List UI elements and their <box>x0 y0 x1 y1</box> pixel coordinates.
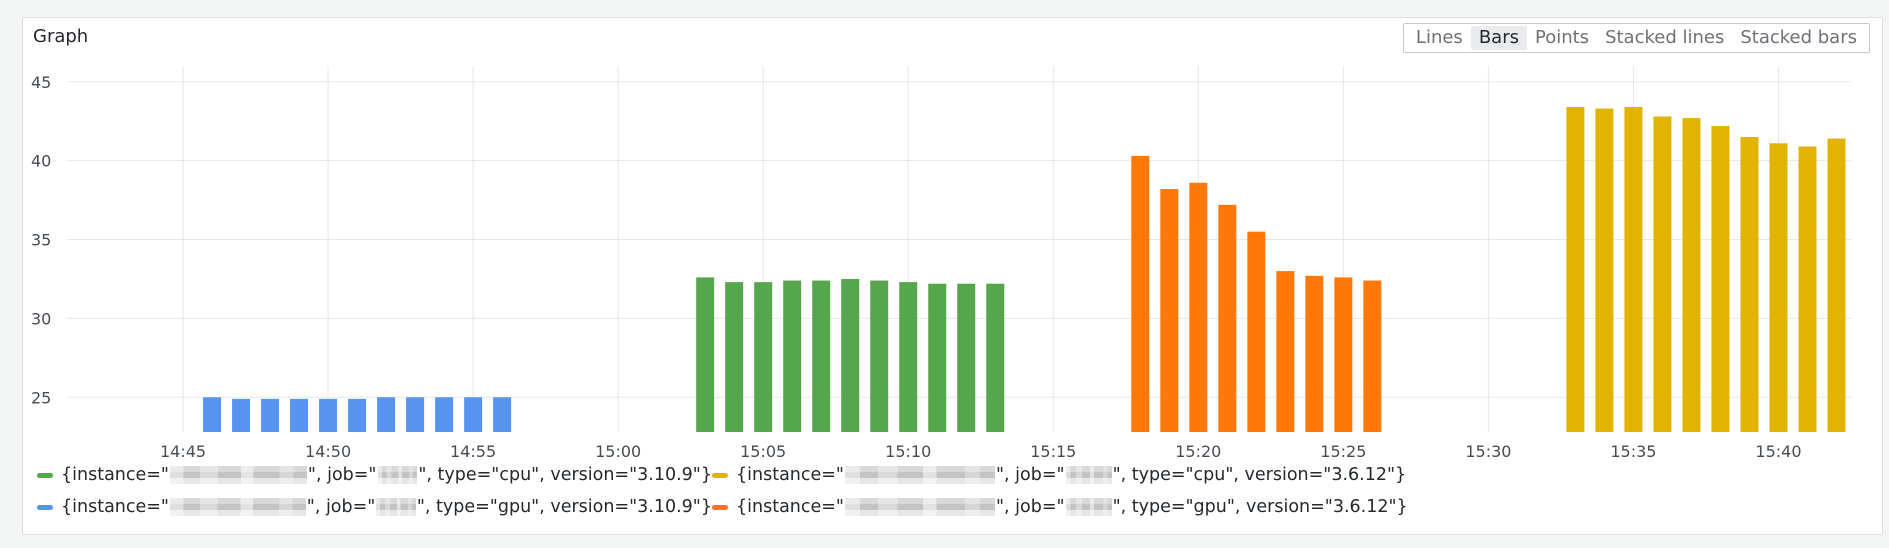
toggle-stacked-lines-button[interactable]: Stacked lines <box>1605 27 1725 48</box>
legend-label-suffix: ", type="cpu", version="3.10.9"} <box>418 465 712 485</box>
legend-label-suffix: ", type="gpu", version="3.6.12"} <box>1112 497 1408 517</box>
bar <box>1334 277 1353 432</box>
toggle-stacked-bars-button[interactable]: Stacked bars <box>1740 27 1857 48</box>
bar <box>464 397 483 432</box>
x-tick-label: 14:50 <box>305 442 351 458</box>
bar <box>1276 271 1295 432</box>
redacted-job <box>1065 498 1112 516</box>
x-tick-label: 15:20 <box>1175 442 1221 458</box>
bar <box>1653 116 1672 432</box>
x-tick-label: 15:00 <box>595 442 641 458</box>
bar <box>754 282 773 432</box>
legend-label-suffix: ", type="gpu", version="3.10.9"} <box>416 497 712 517</box>
redacted-instance <box>844 466 995 484</box>
toggle-lines-button[interactable]: Lines <box>1415 27 1463 48</box>
legend-label-job: ", job=" <box>306 497 376 517</box>
bar <box>1305 275 1324 432</box>
bar <box>870 280 889 432</box>
bar <box>1624 107 1643 432</box>
bar <box>696 277 715 432</box>
x-tick-label: 15:10 <box>885 442 931 458</box>
bar <box>1363 280 1382 432</box>
redacted-job <box>1065 466 1112 484</box>
graph-panel: Graph Lines Bars Points Stacked lines St… <box>22 17 1883 535</box>
bar <box>261 398 280 432</box>
bar <box>377 397 396 432</box>
redacted-instance <box>169 498 306 516</box>
x-tick-label: 15:15 <box>1030 442 1076 458</box>
y-axis-ticks: 25 30 35 40 45 <box>31 73 51 408</box>
legend-swatch <box>712 472 728 478</box>
bar <box>1595 108 1614 433</box>
legend-label-prefix: {instance=" <box>61 465 169 485</box>
x-tick-label: 15:25 <box>1320 442 1366 458</box>
legend-item-cpu-3-10-9[interactable]: {instance=" ", job=" ", type="cpu", versio… <box>37 463 712 487</box>
x-axis-ticks: 14:45 14:50 14:55 15:00 15:05 15:10 15:15 15:20… <box>160 442 1802 458</box>
legend-item-gpu-3-10-9[interactable]: {instance=" ", job=" ", type="gpu", versio… <box>37 495 712 519</box>
bar <box>812 280 831 432</box>
bar <box>493 397 512 432</box>
legend-label-job: ", job=" <box>995 465 1065 485</box>
bar <box>1131 155 1150 432</box>
bar <box>1827 138 1846 432</box>
bar <box>1189 182 1208 432</box>
bar <box>406 397 425 432</box>
bar <box>1798 146 1817 432</box>
y-tick-label: 35 <box>31 231 51 250</box>
legend-swatch <box>712 504 728 510</box>
redacted-job <box>377 466 418 484</box>
bar <box>1566 107 1585 432</box>
redacted-instance <box>169 466 307 484</box>
legend-label-prefix: {instance=" <box>736 465 844 485</box>
bar <box>435 397 454 432</box>
legend-label-prefix: {instance=" <box>61 497 169 517</box>
redacted-instance <box>844 498 995 516</box>
toggle-points-button[interactable]: Points <box>1534 27 1590 48</box>
x-tick-label: 14:45 <box>160 442 206 458</box>
bar <box>348 398 367 432</box>
legend-item-cpu-3-6-12[interactable]: {instance=" ", job=" ", type="cpu", versio… <box>712 463 1408 487</box>
bar <box>725 282 744 432</box>
bars <box>203 107 1846 433</box>
redacted-job <box>376 498 416 516</box>
legend-swatch <box>37 504 53 510</box>
bar <box>1740 136 1759 432</box>
bar-chart: 25 30 35 40 45 14:45 14:50 14:55 15:00 15:05 15:1… <box>31 66 1851 458</box>
y-tick-label: 25 <box>31 388 51 407</box>
toggle-bars-button[interactable]: Bars <box>1470 26 1527 50</box>
x-tick-label: 15:35 <box>1610 442 1656 458</box>
legend: {instance=" ", job=" ", type="cpu", versio… <box>37 463 1408 519</box>
legend-item-gpu-3-6-12[interactable]: {instance=" ", job=" ", type="gpu", versio… <box>712 495 1408 519</box>
bar <box>899 282 918 432</box>
x-tick-label: 15:40 <box>1755 442 1801 458</box>
bar <box>1247 231 1266 432</box>
legend-label-job: ", job=" <box>995 497 1065 517</box>
y-tick-label: 40 <box>31 152 51 171</box>
bar <box>957 283 976 432</box>
bar <box>783 280 802 432</box>
legend-label-prefix: {instance=" <box>736 497 844 517</box>
bar <box>986 283 1005 432</box>
panel-title: Graph <box>33 26 89 47</box>
bar <box>203 397 222 432</box>
legend-label-suffix: ", type="cpu", version="3.6.12"} <box>1112 465 1407 485</box>
bar <box>1218 204 1237 432</box>
bar <box>319 398 338 432</box>
legend-swatch <box>37 472 53 478</box>
bar <box>1682 118 1701 432</box>
bar <box>928 283 947 432</box>
y-tick-label: 45 <box>31 73 51 92</box>
x-tick-label: 14:55 <box>450 442 496 458</box>
x-tick-label: 15:30 <box>1465 442 1511 458</box>
bar <box>841 278 860 432</box>
y-tick-label: 30 <box>31 309 51 328</box>
legend-label-job: ", job=" <box>307 465 377 485</box>
x-tick-label: 15:05 <box>740 442 786 458</box>
bar <box>1769 143 1788 432</box>
bar <box>290 398 309 432</box>
bar <box>1160 189 1179 432</box>
bar <box>232 398 251 432</box>
chart-type-toggle: Lines Bars Points Stacked lines Stacked … <box>1402 23 1870 53</box>
bar <box>1711 125 1730 432</box>
